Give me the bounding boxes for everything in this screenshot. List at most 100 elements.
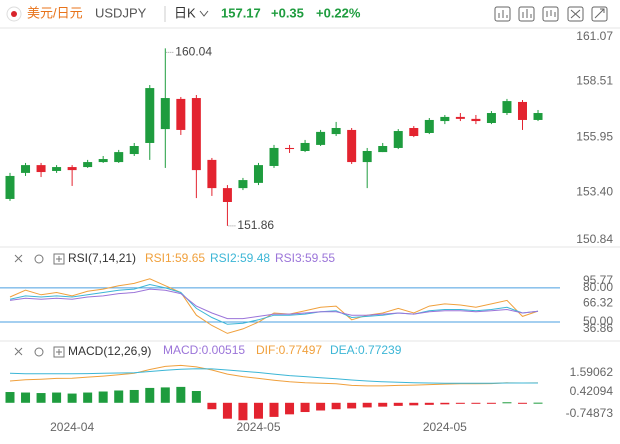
candle-body: [455, 116, 465, 119]
candle-body: [207, 159, 217, 189]
candle-body: [409, 127, 419, 137]
candle-body: [300, 142, 310, 151]
candle-body: [533, 113, 543, 120]
macd-bar: [21, 392, 31, 403]
tool-button[interactable]: [567, 6, 584, 22]
candle-body: [517, 101, 527, 120]
macd-bar: [285, 402, 295, 415]
flag-dot: [11, 11, 17, 17]
period[interactable]: 日K: [174, 5, 196, 20]
macd-bar: [207, 402, 217, 410]
y-tick-label: 158.51: [576, 74, 613, 88]
candle-body: [331, 127, 341, 135]
indicator-line: [9, 283, 539, 325]
macd-controls: [14, 346, 65, 358]
macd-bar: [455, 402, 465, 404]
macd-bar: [52, 392, 62, 403]
indicator-line: [9, 278, 539, 334]
price: 157.17: [221, 5, 261, 20]
candle-body: [21, 165, 31, 173]
toolbar: [494, 6, 608, 22]
macd-bar: [393, 402, 403, 406]
macd-bar: [98, 391, 108, 403]
y-tick-label: 66.32: [583, 296, 613, 310]
indicator-line: [9, 288, 539, 320]
candle-body: [222, 188, 232, 202]
candle-body: [471, 118, 481, 122]
y-tick-label: 0.42094: [570, 384, 614, 398]
tool-icon: [570, 9, 581, 19]
macd-bar: [67, 393, 77, 403]
settings-icon[interactable]: [34, 254, 44, 264]
tool-button[interactable]: [518, 6, 535, 22]
y-tick-label: 80.00: [583, 280, 613, 294]
y-tick-label: 36.86: [583, 321, 613, 335]
expand-icon[interactable]: [53, 346, 65, 358]
macd-bar: [36, 393, 46, 403]
candle-body: [176, 98, 186, 130]
change-percent: +0.22%: [316, 5, 361, 20]
candle-body: [52, 167, 62, 171]
rsi-controls: [14, 253, 65, 265]
candle-body: [378, 146, 388, 153]
expand-icon[interactable]: [53, 253, 65, 265]
y-tick-label: 155.95: [576, 129, 613, 143]
candle-body: [486, 113, 496, 124]
candle-body: [424, 119, 434, 133]
macd-bar: [129, 389, 139, 403]
macd-bar: [331, 402, 341, 410]
candle-body: [160, 98, 170, 130]
indicator-line: [9, 364, 539, 387]
x-tick-label: 2024-05: [423, 420, 467, 434]
close-icon[interactable]: [14, 254, 23, 263]
indicator-line: [9, 368, 538, 384]
tool-button[interactable]: [542, 6, 559, 22]
macd-bar: [191, 390, 201, 403]
candle-body: [316, 131, 326, 145]
y-tick-label: 95.77: [583, 273, 613, 287]
max-price-label: 160.04: [175, 45, 212, 59]
macd-bar: [347, 402, 357, 409]
macd-title: MACD(12,26,9): [68, 344, 151, 358]
change: +0.35: [271, 5, 304, 20]
macd-bar: [533, 402, 543, 404]
candle-body: [347, 129, 357, 163]
macd-bar: [160, 387, 170, 403]
macd-bar: [486, 402, 496, 404]
macd-bar: [253, 402, 263, 419]
y-tick-label: 161.07: [576, 29, 613, 43]
close-icon[interactable]: [14, 347, 23, 356]
legend-entry: RSI3:59.55: [275, 251, 335, 265]
candle-body: [98, 159, 108, 163]
tool-button[interactable]: [494, 6, 511, 22]
dropdown-arrow[interactable]: [199, 10, 209, 17]
symbol-name: 美元/日元: [27, 5, 83, 20]
tool-button[interactable]: [591, 6, 608, 22]
macd-bar: [517, 402, 527, 404]
settings-icon[interactable]: [34, 347, 44, 357]
macd-bar: [238, 402, 248, 421]
candle-body: [129, 146, 139, 155]
macd-bar: [440, 402, 450, 405]
y-tick-label: 50.00: [583, 314, 613, 328]
tool-icon: [498, 10, 508, 18]
macd-bar: [424, 402, 434, 405]
rsi-title: RSI(7,14,21): [68, 251, 136, 265]
legend-entry: MACD:0.00515: [163, 343, 245, 357]
macd-bar: [362, 402, 372, 408]
legend-entry: RSI2:59.48: [210, 251, 270, 265]
y-tick-label: 150.84: [576, 232, 613, 246]
candle-body: [362, 150, 372, 163]
macd-bar: [114, 390, 124, 403]
macd-bar: [409, 402, 419, 406]
x-tick-label: 2024-05: [236, 420, 280, 434]
tool-icon: [522, 9, 532, 18]
y-tick-label: -0.74873: [566, 406, 614, 420]
candle-body: [191, 98, 201, 171]
expand-icon-plus: [56, 256, 62, 262]
candle-body: [238, 180, 248, 189]
legend-entry: DIF:0.77497: [256, 343, 322, 357]
candle-body: [285, 147, 295, 150]
